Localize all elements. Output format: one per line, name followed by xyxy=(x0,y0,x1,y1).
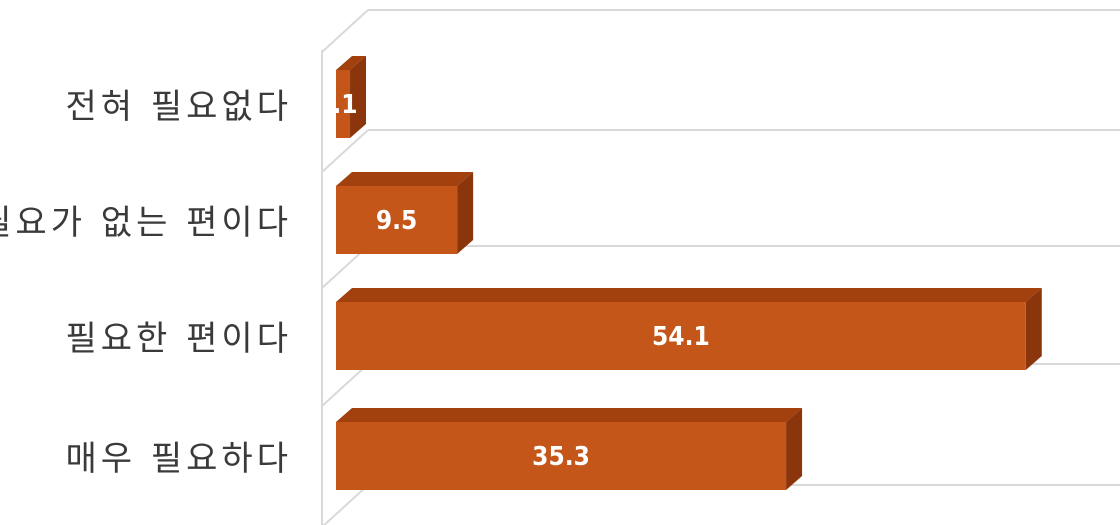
category-label: 필요한 편이다 xyxy=(66,319,293,359)
bar-side-face xyxy=(786,408,803,490)
gridline-depth xyxy=(321,9,369,53)
bar-top-face xyxy=(336,172,474,186)
bar xyxy=(336,70,351,138)
bar-top-face xyxy=(336,408,803,422)
gridline-depth xyxy=(321,129,369,173)
data-label: 54.1 xyxy=(652,322,710,352)
data-label: .1 xyxy=(332,90,357,120)
category-label: 전혀 필요없다 xyxy=(66,87,293,127)
bar xyxy=(336,422,787,490)
gridline-depth xyxy=(322,484,369,525)
data-label: 35.3 xyxy=(532,442,590,472)
bar xyxy=(336,186,458,254)
bar-side-face xyxy=(1025,288,1042,370)
bar-top-face xyxy=(336,56,367,70)
bar-side-face xyxy=(457,172,474,254)
bar-top-face xyxy=(336,288,1042,302)
bar-side-face xyxy=(350,56,367,138)
data-label: 9.5 xyxy=(376,206,417,236)
bar xyxy=(336,302,1026,370)
bar-series: .1 9.5 54.1 35.3 xyxy=(332,56,1042,490)
category-label: 필요가 없는 편이다 xyxy=(0,203,292,243)
category-label: 매우 필요하다 xyxy=(66,439,293,479)
gridline-depth xyxy=(321,363,369,407)
